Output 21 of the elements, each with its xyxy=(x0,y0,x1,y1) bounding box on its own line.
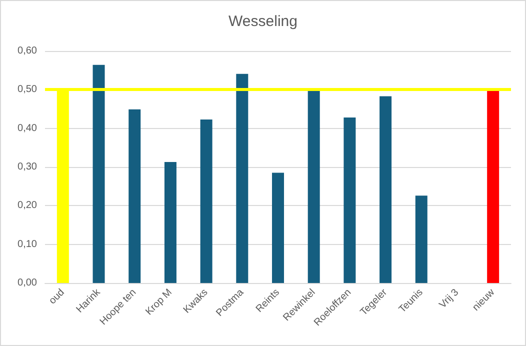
bar xyxy=(272,172,284,283)
x-tick-label: oud xyxy=(47,287,67,307)
bar xyxy=(164,162,176,283)
y-tick-label: 0,60 xyxy=(18,46,38,56)
bar xyxy=(415,196,428,283)
bar xyxy=(128,109,141,283)
bar xyxy=(200,119,212,283)
bar xyxy=(308,90,320,283)
y-tick-label: 0,50 xyxy=(18,84,38,96)
bar xyxy=(344,118,356,283)
x-tick-label: Vrij 3 xyxy=(438,286,462,311)
bar xyxy=(487,90,500,283)
bar xyxy=(380,96,392,283)
y-tick-label: 0,20 xyxy=(18,200,38,212)
y-tick-label: 0,10 xyxy=(18,238,38,250)
chart-title: Wesseling xyxy=(228,13,298,30)
bar xyxy=(236,74,248,283)
y-tick-label: 0,00 xyxy=(18,278,38,288)
y-tick-label: 0,40 xyxy=(18,122,38,134)
y-tick-label: 0,30 xyxy=(18,162,38,172)
bar xyxy=(92,64,105,283)
